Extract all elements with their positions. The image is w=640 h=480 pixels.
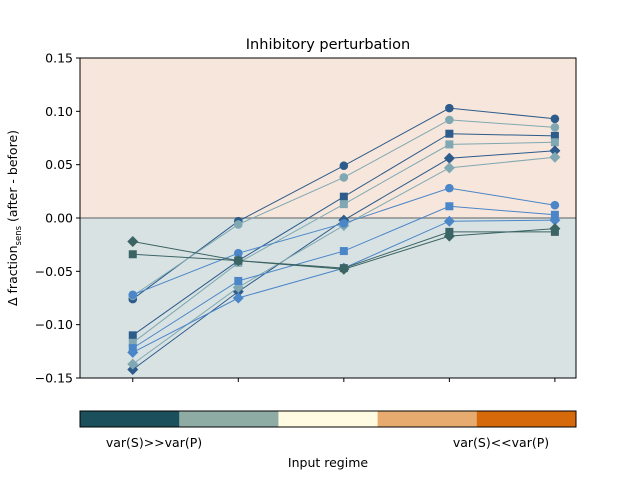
colorbar-frame xyxy=(79,410,577,428)
data-point-diamond xyxy=(443,215,455,227)
data-point-diamond xyxy=(338,263,350,275)
data-point-diamond xyxy=(549,223,561,235)
y-axis-label: Δ fractionsens (after - before) xyxy=(5,130,24,306)
chart-title: Inhibitory perturbation xyxy=(246,37,410,53)
data-point-diamond xyxy=(127,358,139,370)
x-axis-ticks xyxy=(132,378,556,382)
data-point-circle xyxy=(445,103,454,113)
positive-region xyxy=(80,58,576,218)
data-point-circle xyxy=(550,200,560,210)
y-tick-label: 0.10 xyxy=(45,104,73,119)
data-point-circle xyxy=(233,220,243,229)
series-10 xyxy=(127,223,561,275)
data-point-diamond xyxy=(549,151,561,163)
data-point-diamond xyxy=(443,162,455,174)
data-point-square xyxy=(339,200,348,209)
colorbar-segment xyxy=(278,411,379,427)
data-point-circle xyxy=(339,219,349,228)
data-point-circle xyxy=(550,114,560,124)
y-tick-label: 0.00 xyxy=(45,211,73,226)
colorbar-segment xyxy=(377,411,478,427)
data-point-circle xyxy=(128,290,138,300)
y-axis-label-suffix: (after - before) xyxy=(5,130,20,226)
y-tick-label: 0.15 xyxy=(45,51,73,66)
region-backgrounds xyxy=(80,58,576,378)
data-point-diamond xyxy=(549,145,561,157)
data-point-diamond xyxy=(443,152,455,164)
data-point-square xyxy=(339,247,348,256)
colorbar-right-label: var(S)<<var(P) xyxy=(453,435,549,450)
data-point-square xyxy=(128,338,137,347)
colorbar-left-label: var(S)>>var(P) xyxy=(106,435,202,450)
x-axis-label: Input regime xyxy=(288,455,368,470)
data-point-square xyxy=(234,276,243,285)
y-tick-label: −0.15 xyxy=(35,371,73,386)
series-6 xyxy=(128,183,560,300)
data-point-square xyxy=(550,138,559,147)
data-point-diamond xyxy=(232,292,244,304)
y-tick-label: −0.10 xyxy=(35,317,73,332)
y-tick-label: −0.05 xyxy=(35,264,73,279)
data-point-circle xyxy=(339,161,349,171)
input-regime-colorbar xyxy=(79,410,577,428)
y-tick-label: 0.05 xyxy=(45,157,73,172)
data-point-diamond xyxy=(127,346,139,358)
y-axis-label-prefix: Δ fraction xyxy=(5,245,20,306)
data-point-square xyxy=(445,202,454,211)
data-point-circle xyxy=(445,183,454,193)
data-point-circle xyxy=(445,115,454,125)
data-point-circle xyxy=(550,123,560,132)
data-point-diamond xyxy=(232,255,244,267)
data-point-square xyxy=(445,140,454,149)
data-point-square xyxy=(550,131,559,140)
data-point-square xyxy=(339,192,348,201)
data-point-circle xyxy=(339,173,349,182)
data-point-diamond xyxy=(127,235,139,247)
series-layer xyxy=(127,103,561,375)
data-point-diamond xyxy=(443,230,455,242)
data-point-square xyxy=(128,331,137,340)
negative-region xyxy=(80,218,576,378)
colorbar-segment xyxy=(179,411,279,427)
colorbar-segment xyxy=(476,411,577,427)
data-point-diamond xyxy=(549,214,561,226)
data-point-circle xyxy=(233,248,243,258)
y-axis-label-subscript: sens xyxy=(14,225,24,245)
data-point-square xyxy=(445,129,454,138)
data-point-square xyxy=(128,250,137,259)
colorbar-segment xyxy=(80,411,180,427)
y-axis-ticks: −0.15 −0.10 −0.05 0.00 0.05 0.10 0.15 xyxy=(35,51,80,386)
